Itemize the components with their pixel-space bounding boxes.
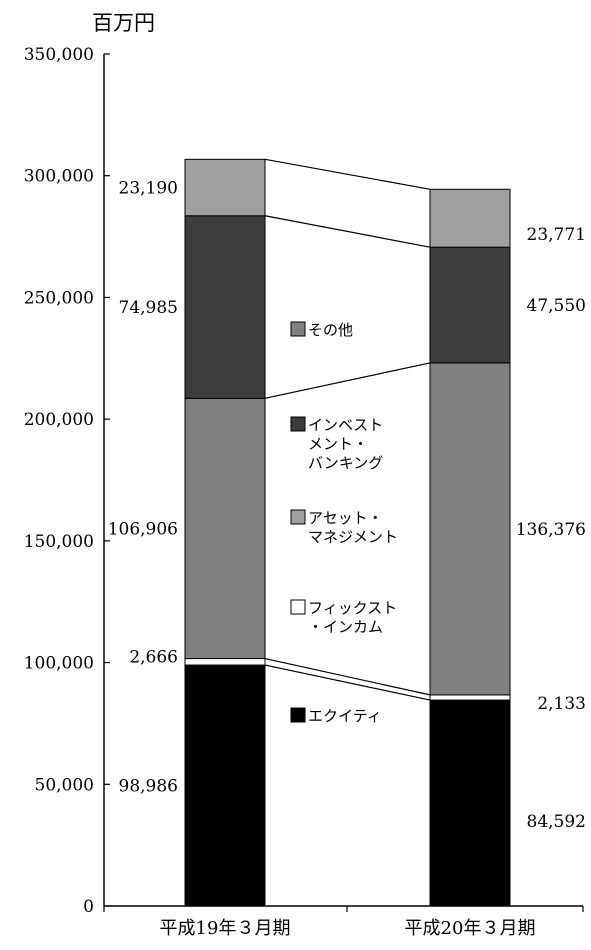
legend-swatch	[290, 599, 306, 615]
connector-line	[264, 158, 431, 190]
data-labels: 98,986 84,592 2,666 2,133 106,906 136,376 74,9…	[108, 179, 586, 832]
data-label: 136,376	[516, 520, 586, 540]
legend-label: バンキング	[308, 454, 383, 472]
y-tick-label: 250,000	[24, 288, 94, 308]
legend-swatch	[290, 416, 306, 432]
data-label: 23,190	[119, 179, 178, 199]
legend-label: メント・	[308, 435, 368, 453]
bar-segment	[429, 694, 511, 701]
data-label: 47,550	[527, 296, 586, 316]
y-tick-label: 200,000	[24, 410, 94, 430]
connector-line	[264, 362, 431, 399]
y-tick-label: 350,000	[24, 45, 94, 65]
bar-segment	[184, 215, 266, 399]
legend-label: エクイティ	[308, 707, 382, 725]
y-tick-label: 300,000	[24, 167, 94, 187]
category-label: 平成19年３月期	[160, 918, 291, 939]
category-label: 平成20年３月期	[405, 918, 536, 939]
legend-label: その他	[308, 321, 353, 339]
legend-label: ・インカム	[308, 618, 383, 636]
bars	[184, 158, 511, 907]
y-tick-label: 0	[83, 897, 94, 917]
data-label: 74,985	[119, 298, 178, 318]
data-label: 2,666	[129, 648, 178, 668]
bar-segment	[429, 188, 511, 248]
y-tick-label: 100,000	[24, 654, 94, 674]
data-label: 106,906	[108, 519, 178, 539]
bar-segment	[429, 246, 511, 364]
bar-segment	[429, 699, 511, 907]
legend-label: マネジメント	[308, 528, 398, 546]
legend-swatch	[290, 509, 306, 525]
y-tick-label: 150,000	[24, 532, 94, 552]
legend-swatch	[290, 707, 306, 723]
bar-segment	[429, 362, 511, 696]
y-tick-label: 50,000	[35, 775, 94, 795]
connector-lines	[264, 158, 431, 701]
data-label: 2,133	[537, 694, 586, 714]
legend-label: フィックスト	[308, 599, 397, 617]
unit-label: 百万円	[92, 11, 155, 35]
y-axis: 百万円 0 50,000 100,000 150,000 200,000 250,000 30…	[24, 11, 584, 939]
connector-line	[264, 657, 431, 696]
legend-swatch	[290, 321, 306, 337]
legend-label: アセット・	[308, 509, 383, 527]
connector-line	[264, 215, 431, 248]
bar-segment	[184, 397, 266, 660]
data-label: 84,592	[527, 812, 586, 832]
data-label: 23,771	[527, 225, 586, 245]
data-label: 98,986	[119, 777, 178, 797]
connector-line	[264, 664, 431, 701]
legend-label: インベスト	[308, 416, 383, 434]
bar-segment	[184, 658, 266, 666]
bar-segment	[184, 158, 266, 217]
legend: その他インベストメント・バンキングアセット・マネジメントフィックスト・インカムエ…	[290, 321, 398, 725]
bar-segment	[184, 664, 266, 907]
